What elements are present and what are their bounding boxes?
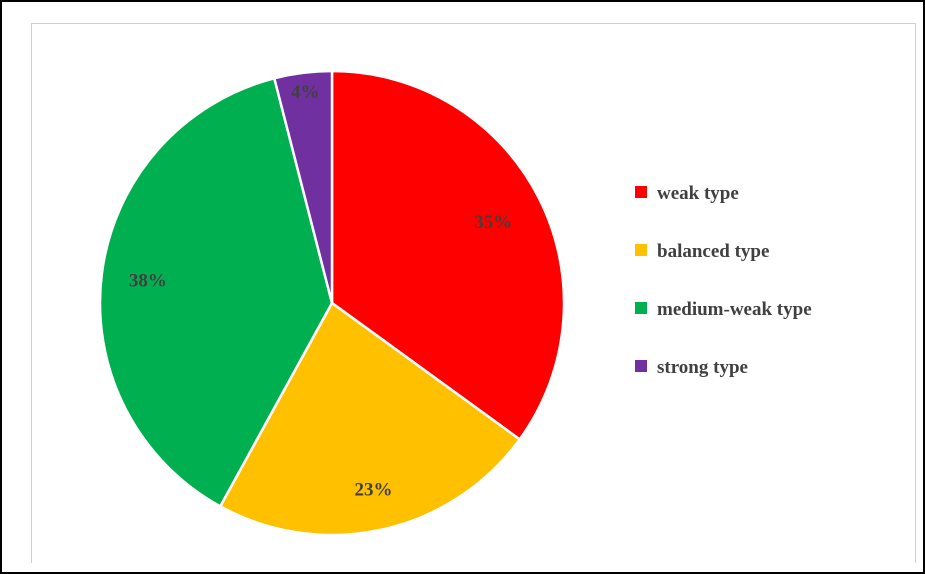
legend-label-strong-type: strong type — [657, 357, 748, 378]
legend: weak type balanced type medium-weak type st… — [635, 183, 812, 378]
chart-area — [31, 23, 916, 563]
pie-slices — [98, 69, 566, 537]
legend-swatch-balanced-type — [635, 244, 647, 256]
pie-slice-strong-type — [272, 69, 334, 304]
pie-slice-balanced-type — [218, 301, 522, 537]
legend-label-medium-weak-type: medium-weak type — [657, 299, 812, 320]
data-label-balanced-type: 23% — [354, 480, 392, 501]
legend-swatch-strong-type — [635, 360, 647, 372]
data-label-strong-type: 4% — [291, 82, 320, 103]
pie-slice-medium-weak-type — [98, 76, 334, 509]
data-label-medium-weak-type: 38% — [129, 271, 167, 292]
data-label-weak-type: 35% — [474, 212, 512, 233]
legend-swatch-medium-weak-type — [635, 302, 647, 314]
legend-label-weak-type: weak type — [657, 183, 739, 204]
legend-swatch-weak-type — [635, 186, 647, 198]
pie-slice-weak-type — [330, 69, 566, 442]
pie-data-labels: 35% 23% 38% 4% — [129, 82, 512, 500]
pie-chart: 35% 23% 38% 4% weak type balanced type medium… — [98, 69, 812, 537]
legend-label-balanced-type: balanced type — [657, 241, 769, 262]
